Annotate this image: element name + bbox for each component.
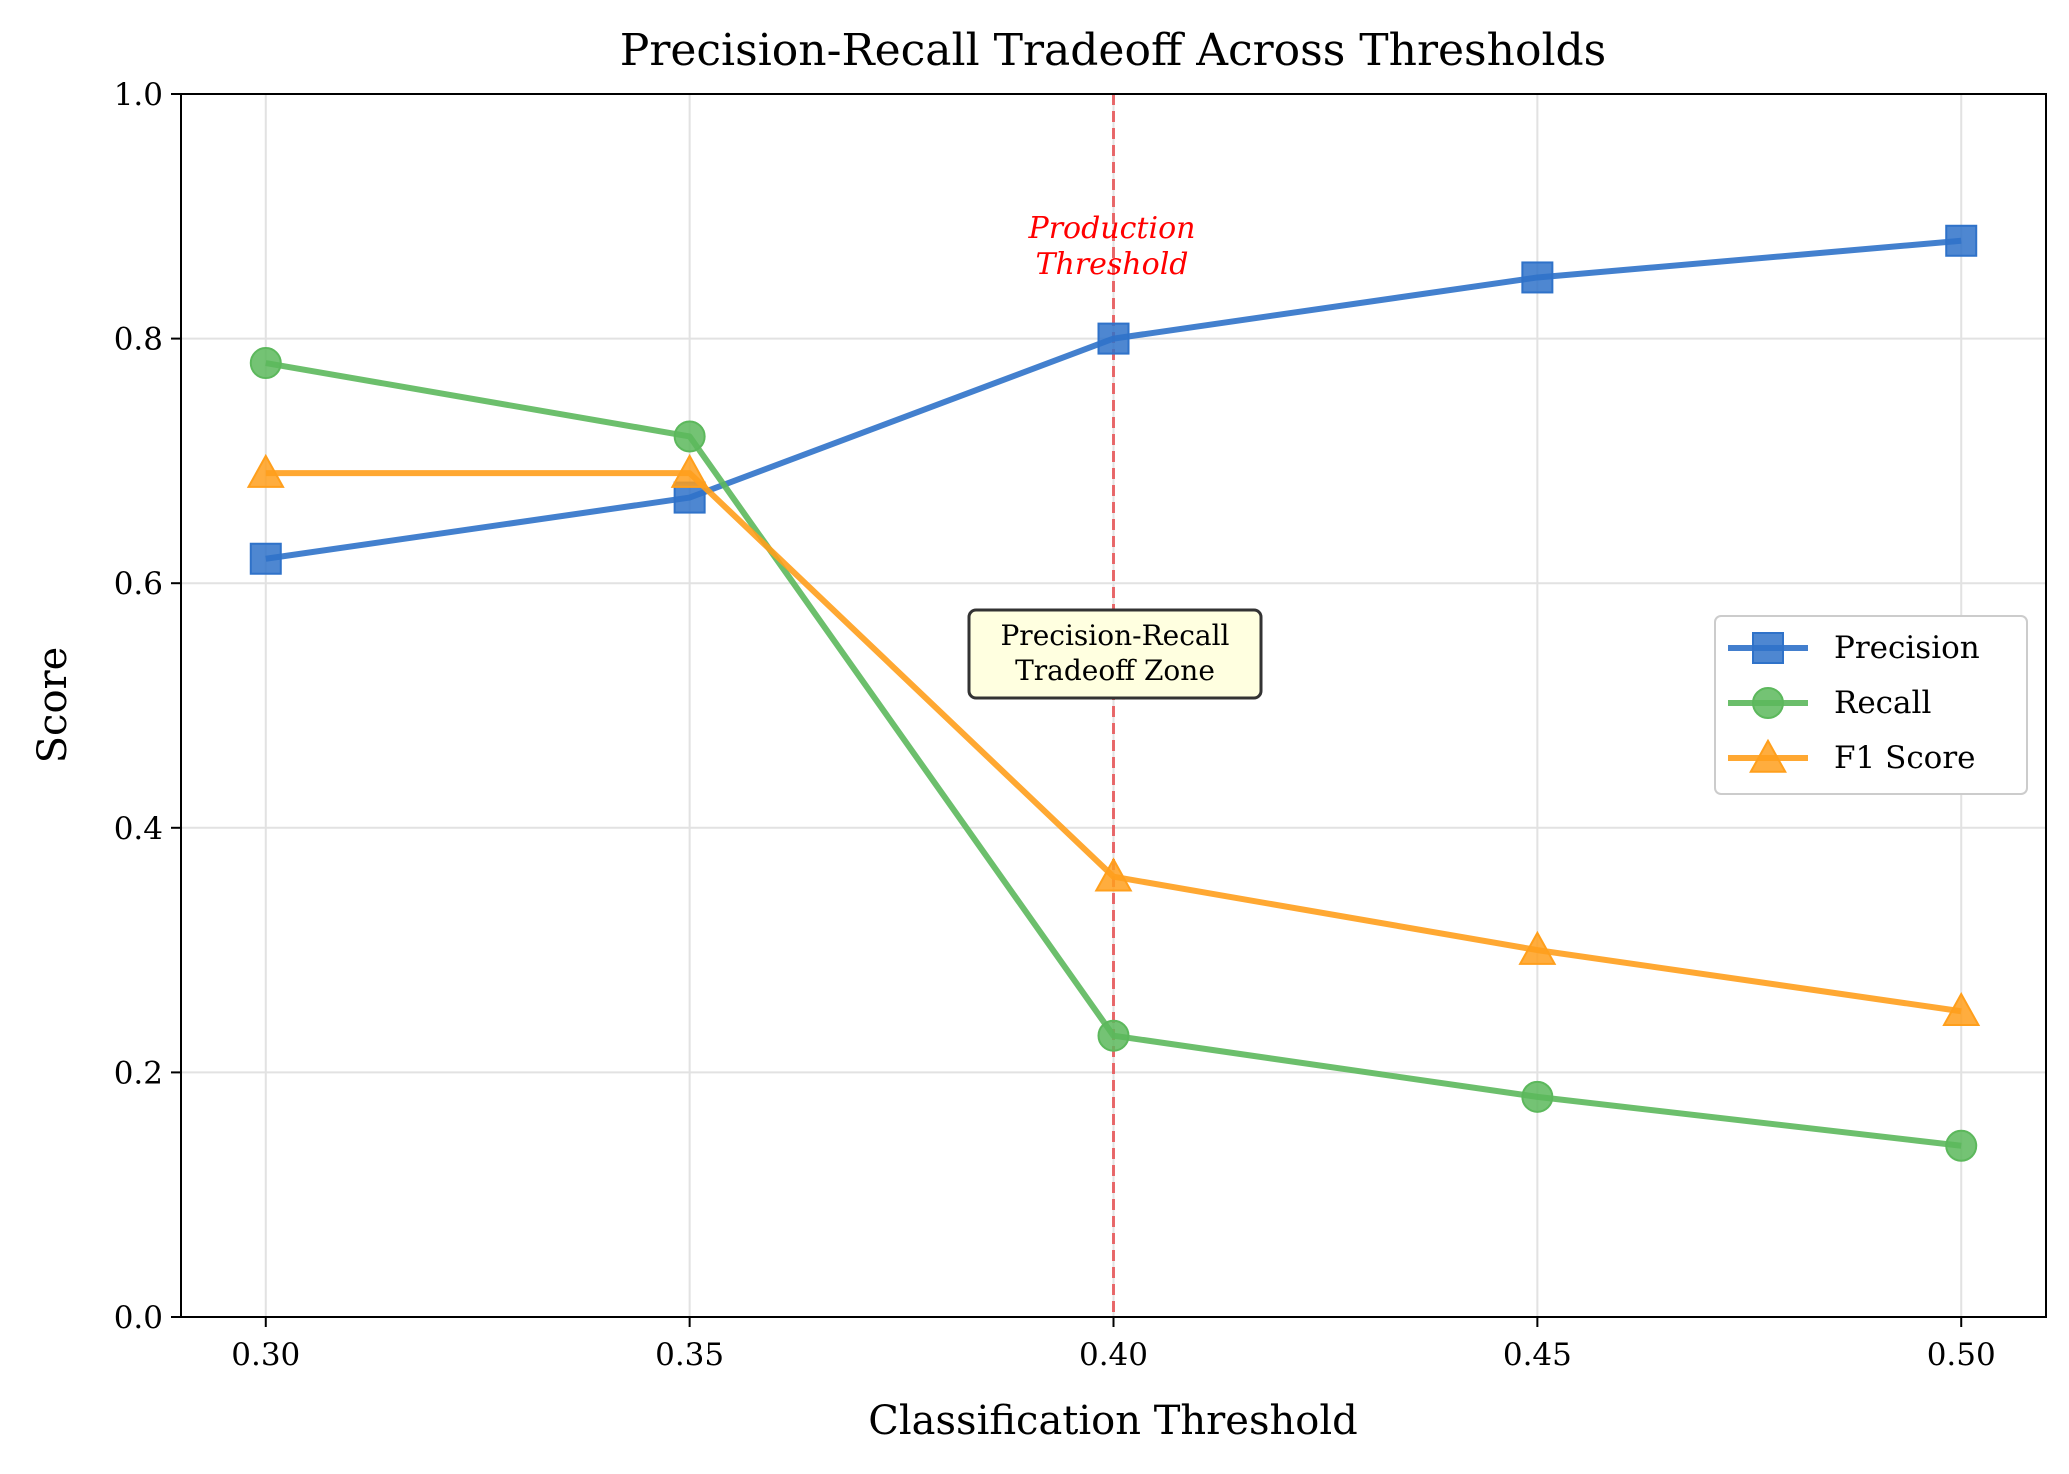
x-tick-label: 0.40 xyxy=(1079,1337,1148,1373)
f1-score-point xyxy=(246,453,285,488)
production-threshold-label-line1: Production xyxy=(1028,211,1196,246)
axis-ticks: 0.30 0.35 0.40 0.45 0.50 0.0 0.2 0.4 0.6 0.8 1.0 xyxy=(114,77,1996,1373)
x-tick-label: 0.35 xyxy=(655,1337,724,1373)
x-tick-label: 0.50 xyxy=(1927,1337,1996,1373)
f1-score-point xyxy=(670,453,709,488)
y-axis-label: Score xyxy=(30,647,76,764)
precision-point xyxy=(1521,261,1554,294)
series-precision xyxy=(249,224,1978,575)
chart-title: Precision-Recall Tradeoff Across Thresho… xyxy=(620,25,1607,76)
y-tick-label: 0.0 xyxy=(114,1300,163,1336)
recall-point xyxy=(1097,1019,1130,1052)
recall-point xyxy=(673,420,706,453)
tradeoff-zone-box xyxy=(967,608,1263,700)
tradeoff-zone-line2: Tradeoff Zone xyxy=(1015,654,1215,687)
f1-score-point xyxy=(1518,930,1557,965)
y-tick-label: 1.0 xyxy=(114,77,163,113)
series-f1-score xyxy=(246,453,1981,1027)
legend-precision-label: Precision xyxy=(1834,630,1980,666)
legend-recall-marker xyxy=(1752,687,1784,719)
precision-point xyxy=(1945,224,1978,257)
y-tick-label: 0.2 xyxy=(114,1055,163,1091)
y-tick-label: 0.8 xyxy=(114,322,163,358)
recall-point xyxy=(249,347,282,380)
series-layer xyxy=(246,224,1981,1162)
y-tick-label: 0.4 xyxy=(114,811,163,847)
legend: Precision Recall F1 Score xyxy=(1714,615,2028,795)
series-recall xyxy=(249,347,1978,1162)
x-tick-label: 0.30 xyxy=(231,1337,300,1373)
legend-precision-marker xyxy=(1752,632,1784,664)
legend-f1-score-marker xyxy=(1749,738,1787,773)
recall-point xyxy=(1521,1080,1554,1113)
production-threshold-label-line2: Threshold xyxy=(1035,247,1188,282)
legend-box xyxy=(1714,615,2028,795)
tradeoff-zone-line1: Precision-Recall xyxy=(1000,619,1229,652)
f1-score-point xyxy=(1942,991,1981,1027)
y-tick-label: 0.6 xyxy=(114,566,163,602)
recall-point xyxy=(1945,1129,1978,1162)
legend-recall-label: Recall xyxy=(1834,685,1931,721)
x-tick-label: 0.45 xyxy=(1503,1337,1572,1373)
f1-score-point xyxy=(1094,857,1133,892)
precision-point xyxy=(1097,322,1130,355)
legend-items: Precision Recall F1 Score xyxy=(1728,630,1980,776)
x-axis-label: Classification Threshold xyxy=(868,1398,1357,1444)
precision-point xyxy=(249,542,282,575)
legend-f1-score-label: F1 Score xyxy=(1834,740,1976,776)
